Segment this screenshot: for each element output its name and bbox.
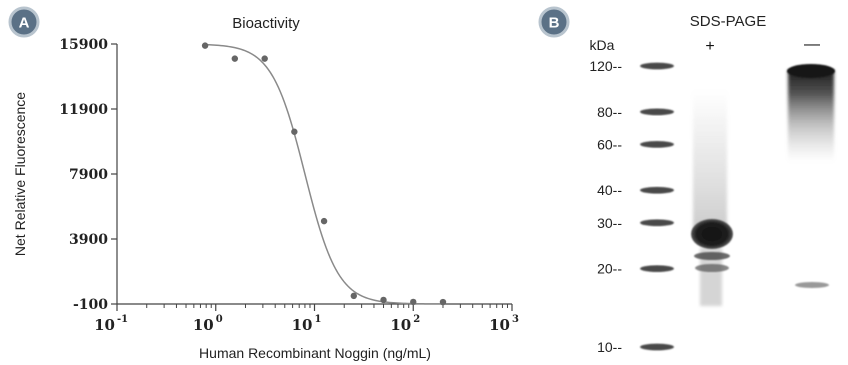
x-tick-label: 10 [292, 316, 313, 334]
bioactivity-chart: A Bioactivity Net Relative Fluorescence … [8, 6, 519, 361]
x-tick-exponent: 2 [413, 314, 420, 325]
data-point [201, 42, 209, 49]
data-point [380, 296, 387, 304]
data-point [291, 128, 298, 135]
minus-lane-high-mw-band [787, 64, 835, 78]
x-tick-exponent: 1 [315, 314, 322, 325]
mw-marker-label: 60-- [597, 136, 622, 152]
x-axis-label: Human Recombinant Noggin (ng/mL) [199, 345, 431, 361]
y-tick-label: 7900 [69, 167, 108, 183]
x-tick-exponent: 0 [216, 314, 223, 325]
y-tick-label: 11900 [59, 102, 108, 118]
x-tick-label: 10 [489, 316, 510, 334]
y-tick-label: 3900 [69, 232, 108, 248]
plus-lane-faint-smear [693, 90, 727, 230]
chart-title: Bioactivity [232, 15, 300, 32]
lane-label-minus: — [804, 36, 820, 53]
panel-a-badge: A [8, 6, 40, 38]
plus-lane-main-band [691, 219, 733, 249]
mw-marker-label: 10-- [597, 339, 622, 355]
data-point [261, 55, 268, 62]
x-tick-exponent: -1 [117, 314, 128, 325]
ladder-band [640, 186, 674, 194]
ladder-band [640, 62, 674, 70]
ladder-band [640, 219, 674, 227]
y-tick-label: 15900 [59, 37, 108, 53]
plus-lane-band-22kda [695, 264, 729, 272]
mw-marker-label: 30-- [597, 215, 622, 231]
lane-label-plus: + [705, 38, 714, 55]
mw-marker-label: 80-- [597, 104, 622, 120]
data-point [320, 217, 328, 225]
panel-a-badge-letter: A [19, 15, 30, 32]
panel-b-badge: B [538, 6, 570, 38]
mw-marker-label: 120-- [589, 58, 622, 74]
data-point [439, 298, 447, 306]
minus-lane-smear [788, 70, 834, 162]
x-tick-exponent: 3 [512, 314, 519, 325]
panel-b-badge-letter: B [549, 15, 560, 32]
data-point [350, 292, 357, 300]
panel-b-badge-circle [538, 6, 570, 38]
mw-marker-label: 20-- [597, 261, 622, 277]
minus-lane-band-21kda [795, 282, 829, 288]
ladder-band [640, 140, 674, 148]
ladder-band [640, 343, 674, 351]
data-point [410, 298, 417, 306]
panel-a-badge-circle [8, 6, 40, 38]
gel-image [640, 62, 835, 351]
plus-lane-band-24kda [694, 252, 730, 260]
gel-title: SDS-PAGE [690, 13, 766, 30]
mw-marker-label: 40-- [597, 182, 622, 198]
kda-unit-label: kDa [590, 37, 615, 53]
ladder-band [640, 108, 674, 116]
x-tick-label: 10 [193, 316, 214, 334]
fit-curve [205, 43, 443, 305]
x-tick-label: 10 [94, 316, 115, 334]
y-axis-label: Net Relative Fluorescence [12, 92, 28, 256]
plus-lane-tail-smear [700, 248, 722, 306]
y-tick-label: -100 [73, 297, 108, 313]
sds-page-gel-figure: B SDS-PAGE kDa + — 120-- 80-- 60-- 40-- 30--… [538, 6, 835, 355]
ladder-band [640, 265, 674, 273]
x-tick-label: 10 [390, 316, 411, 334]
data-point [231, 55, 239, 62]
